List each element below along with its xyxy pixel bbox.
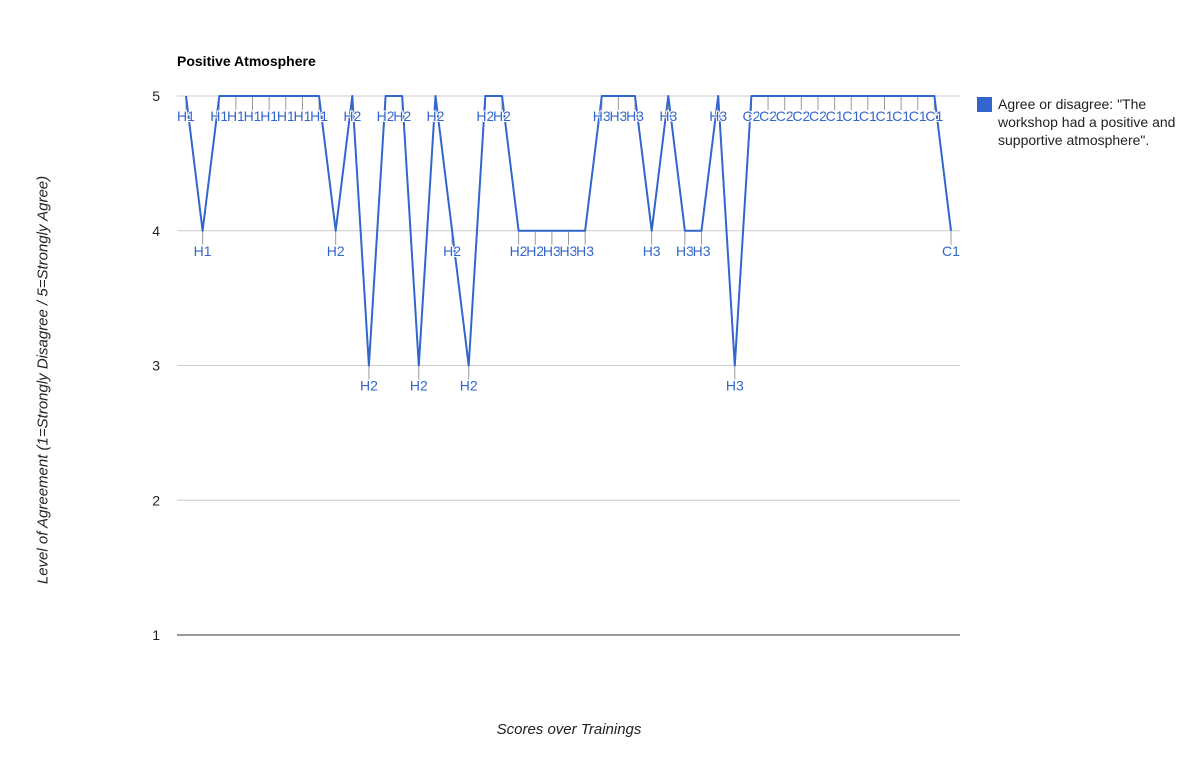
data-point-label: H3 [659,108,677,124]
data-point-label: C1 [942,243,960,259]
y-tick-label: 3 [152,358,160,374]
data-point-label: C2 [809,108,827,124]
data-point-label: C1 [876,108,894,124]
data-point-label: C1 [859,108,877,124]
y-tick-labels: 1 2 3 4 5 [152,88,160,643]
y-tick-label: 2 [152,492,160,508]
data-point-label: H2 [410,378,428,394]
y-axis-title: Level of Agreement (1=Strongly Disagree … [34,175,52,585]
data-point-label: C2 [776,108,794,124]
chart-title: Positive Atmosphere [177,53,316,69]
data-point-label: H2 [327,243,345,259]
data-point-label: H3 [693,243,711,259]
x-axis-title: Scores over Trainings [496,721,642,738]
data-point-label: C1 [909,108,927,124]
y-tick-label: 1 [152,627,160,643]
data-point-label: H2 [343,108,361,124]
data-point-label: H3 [609,108,627,124]
data-point-label: C1 [842,108,860,124]
legend-entry-label: Agree or disagree: "The workshop had a p… [998,96,1176,148]
data-point-label: H1 [260,108,278,124]
data-point-label: H3 [726,378,744,394]
data-point-label: H1 [194,243,212,259]
series-line-group [185,95,952,380]
data-point-label: C2 [792,108,810,124]
data-point-label: H2 [510,243,528,259]
data-point-label: H2 [377,108,395,124]
data-point-label: H2 [460,378,478,394]
legend-swatch [977,97,992,112]
data-point-label: H1 [277,108,295,124]
data-point-label: H2 [526,243,544,259]
data-point-label: H2 [443,243,461,259]
data-point-label: C2 [759,108,777,124]
data-point-label: H3 [626,108,644,124]
gridlines [177,95,960,636]
data-point-label: H1 [244,108,262,124]
data-point-label: H2 [360,378,378,394]
data-point-label: H2 [393,108,411,124]
data-point-label: H1 [310,108,328,124]
data-point-label: H2 [476,108,494,124]
data-point-label: H3 [676,243,694,259]
data-point-label: H1 [227,108,245,124]
data-point-label: H3 [709,108,727,124]
data-point-label: H3 [576,243,594,259]
data-point-label: H3 [593,108,611,124]
data-labels: H1H1H1H1H1H1H1H1H1H2H2H2H2H2H2H2H2H2H2H2… [176,107,961,395]
series-line [185,95,952,367]
data-point-label: C1 [925,108,943,124]
data-point-label: H2 [427,108,445,124]
y-tick-label: 4 [152,223,160,239]
data-point-label: H2 [493,108,511,124]
data-point-label: H3 [643,243,661,259]
data-point-label: H1 [210,108,228,124]
data-point-label: C1 [892,108,910,124]
data-point-label: H3 [560,243,578,259]
data-point-label: C1 [826,108,844,124]
y-tick-label: 5 [152,88,160,104]
data-point-label: C2 [742,108,760,124]
data-point-label: H1 [293,108,311,124]
data-point-label: H1 [177,108,195,124]
data-point-label: H3 [543,243,561,259]
